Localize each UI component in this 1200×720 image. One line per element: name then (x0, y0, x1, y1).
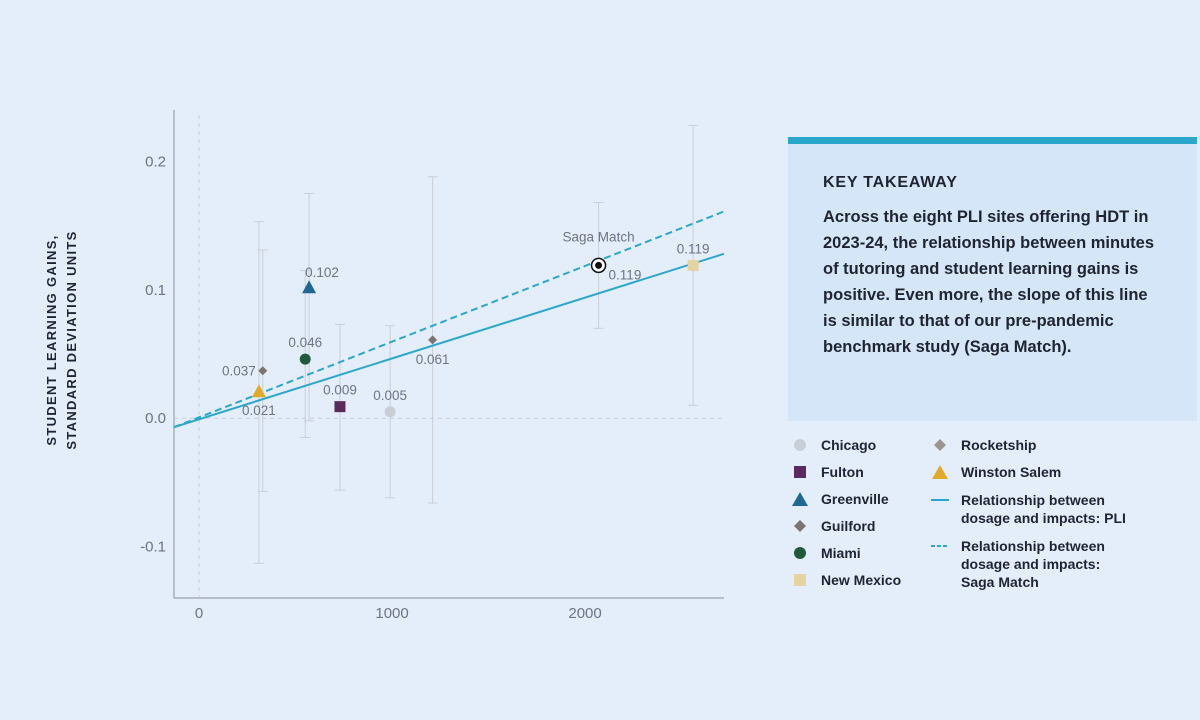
data-label: 0.037 (222, 364, 256, 379)
legend-label: Rocketship (961, 437, 1037, 453)
pli-fit-line (173, 252, 725, 429)
legend-label: Relationship between dosage and impacts:… (961, 537, 1105, 591)
legend-diamond-icon (790, 517, 810, 535)
scatter-chart: 0.2 0.1 0.0 -0.1 0 1000 2000 0.005 0.009 0.102 0.0… (140, 110, 725, 622)
data-point-rocketship (428, 335, 438, 345)
data-label: 0.005 (373, 388, 407, 403)
legend-dashed-line-icon (930, 537, 950, 555)
data-label: 0.021 (242, 403, 276, 418)
legend-item-pli-line: Relationship between dosage and impacts:… (930, 491, 1126, 527)
data-point-guilford (258, 366, 268, 376)
legend-square-icon (790, 463, 810, 481)
y-axis-label-line-1: STUDENT LEARNING GAINS, (44, 234, 59, 446)
data-point-winston-salem (251, 384, 266, 398)
legend-item-fulton: Fulton (790, 463, 864, 481)
y-tick-label: -0.1 (140, 539, 166, 556)
legend-circle-icon (790, 544, 810, 562)
legend-label: Winston Salem (961, 464, 1062, 480)
data-point-new-mexico (687, 259, 699, 271)
legend-solid-line-icon (930, 491, 950, 509)
x-tick-label: 0 (195, 605, 203, 622)
legend-saga-line2: dosage and impacts: (961, 556, 1101, 572)
data-point-chicago (384, 406, 396, 418)
legend-diamond-icon (930, 436, 950, 454)
data-label: 0.061 (416, 352, 450, 367)
legend-item-winston-salem: Winston Salem (930, 463, 1061, 481)
legend-label: Guilford (821, 518, 876, 534)
data-point-saga-match-center (595, 261, 603, 269)
legend-pli-bold: PLI (1104, 510, 1126, 526)
legend-saga-line1: Relationship between (961, 538, 1105, 554)
x-tick-label: 1000 (375, 605, 408, 622)
key-takeaway-heading: KEY TAKEAWAY (823, 174, 958, 191)
legend-label: Relationship between dosage and impacts:… (961, 491, 1126, 527)
legend-circle-icon (790, 436, 810, 454)
legend-square-icon (790, 571, 810, 589)
data-point-miami (299, 353, 311, 365)
legend-item-rocketship: Rocketship (930, 436, 1036, 454)
data-label: 0.119 (609, 267, 642, 282)
y-tick-label: 0.0 (145, 410, 166, 427)
key-takeaway-box: KEY TAKEAWAY Across the eight PLI sites … (788, 137, 1197, 421)
legend-item-greenville: Greenville (790, 490, 889, 508)
saga-match-annotation: Saga Match (563, 229, 635, 244)
legend-item-chicago: Chicago (790, 436, 876, 454)
legend-item-miami: Miami (790, 544, 861, 562)
data-label: 0.102 (305, 265, 339, 280)
chart-legend: Chicago Fulton Greenville Guilford Miami… (790, 436, 1190, 606)
legend-triangle-icon (790, 490, 810, 508)
y-tick-label: 0.1 (145, 282, 166, 299)
y-tick-label: 0.2 (145, 153, 166, 170)
key-takeaway-body: Across the eight PLI sites offering HDT … (823, 208, 1155, 356)
legend-pli-line1: Relationship between (961, 492, 1105, 508)
data-point-greenville (302, 280, 317, 294)
legend-saga-bold: Saga Match (961, 574, 1039, 590)
legend-label: Greenville (821, 491, 889, 507)
legend-label: New Mexico (821, 572, 902, 588)
legend-pli-line2: dosage and impacts: (961, 510, 1105, 526)
data-label: 0.009 (323, 383, 357, 398)
data-point-fulton (334, 401, 346, 413)
legend-label: Chicago (821, 437, 877, 453)
legend-triangle-icon (930, 463, 950, 481)
legend-item-new-mexico: New Mexico (790, 571, 901, 589)
legend-item-saga-line: Relationship between dosage and impacts:… (930, 537, 1105, 591)
data-label: 0.119 (677, 241, 710, 256)
y-axis-label-line-2: STANDARD DEVIATION UNITS (64, 230, 79, 450)
y-axis-label: STUDENT LEARNING GAINS, STANDARD DEVIATI… (42, 210, 82, 470)
legend-label: Miami (821, 545, 861, 561)
data-label: 0.046 (288, 335, 322, 350)
legend-label: Fulton (821, 464, 864, 480)
legend-item-guilford: Guilford (790, 517, 875, 535)
x-tick-label: 2000 (568, 605, 601, 622)
